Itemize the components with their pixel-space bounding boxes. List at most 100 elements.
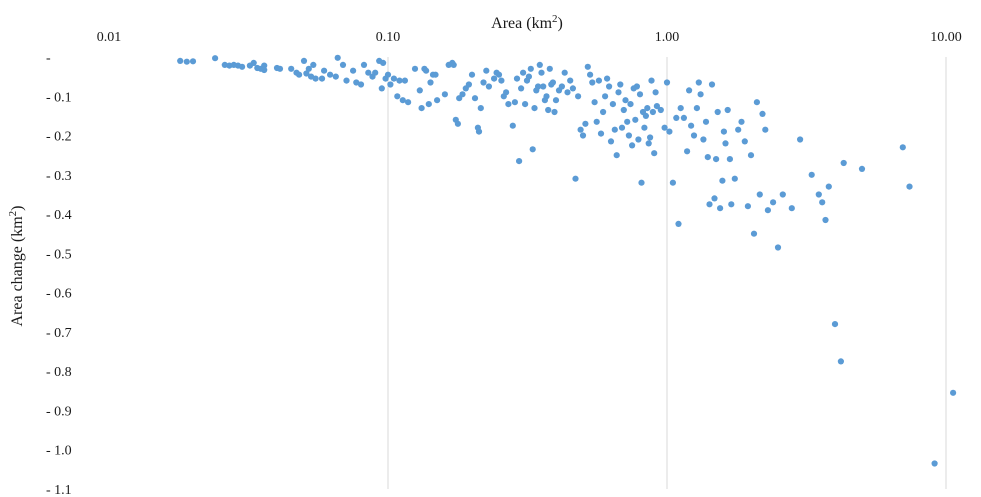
x-axis-ticks: 0.01 0.10 1.00 10.00 (97, 30, 962, 45)
data-point (831, 321, 839, 328)
data-point (609, 101, 617, 108)
data-point (644, 105, 651, 112)
data-point (365, 69, 372, 76)
data-point (177, 57, 184, 64)
data-point (666, 128, 673, 135)
data-point (649, 108, 657, 116)
data-point (625, 132, 633, 139)
data-point (538, 69, 545, 76)
data-point (471, 95, 479, 102)
data-point (686, 87, 693, 94)
data-point (296, 71, 303, 78)
y-tick-label: - 0.1 (46, 90, 72, 105)
data-point (468, 71, 476, 78)
data-point (753, 99, 761, 106)
data-point (416, 87, 423, 94)
data-point (638, 179, 645, 186)
data-point (617, 81, 624, 88)
data-point (491, 75, 498, 82)
data-point (759, 110, 766, 117)
data-point (561, 69, 568, 76)
data-point (641, 124, 648, 131)
data-point (931, 460, 938, 467)
data-point (459, 91, 466, 98)
data-point (545, 106, 552, 114)
y-tick-label: - 1.1 (46, 483, 72, 497)
data-point (633, 83, 641, 90)
data-point (495, 71, 503, 78)
data-point (569, 85, 577, 92)
x-tick-label: 0.10 (376, 30, 401, 45)
data-point (690, 132, 698, 139)
data-point (950, 389, 957, 396)
data-point (485, 83, 492, 90)
data-point (543, 93, 550, 100)
data-point (627, 101, 634, 108)
data-point (564, 89, 571, 96)
data-point (697, 91, 704, 98)
data-point (899, 144, 906, 151)
data-point (425, 101, 432, 108)
data-point (396, 77, 403, 84)
y-tick-label: - 0.9 (46, 404, 72, 419)
data-point (764, 207, 772, 214)
data-point (717, 205, 724, 212)
y-axis-ticks: - - 0.1 - 0.2 - 0.3 - 0.4 - 0.5 - 0.6 - 0.7 - 0.… (46, 51, 72, 497)
data-point (516, 158, 523, 165)
data-point (762, 126, 769, 133)
data-point (529, 146, 536, 153)
data-point (744, 203, 752, 210)
grid-lines (387, 57, 947, 489)
data-point (189, 58, 197, 65)
data-point (334, 54, 341, 61)
data-point (731, 175, 738, 182)
data-point (418, 105, 425, 112)
data-point (582, 120, 589, 127)
data-point (509, 122, 516, 129)
data-point (589, 79, 596, 86)
data-point (518, 85, 525, 92)
data-point (552, 97, 560, 104)
data-point (312, 75, 319, 82)
y-tick-label: - 1.0 (46, 444, 72, 459)
data-point (546, 65, 553, 72)
data-point (695, 79, 702, 86)
data-point (423, 67, 430, 74)
data-point (390, 75, 397, 82)
data-point (600, 108, 607, 116)
x-tick-label: 0.01 (97, 30, 122, 45)
data-point (624, 118, 631, 125)
data-point (465, 81, 472, 88)
data-point (735, 126, 742, 133)
data-point (819, 199, 826, 206)
data-point (584, 63, 591, 70)
data-point (536, 61, 543, 68)
data-point (728, 201, 735, 208)
data-point (642, 112, 650, 119)
y-tick-label: - 0.8 (46, 365, 72, 380)
data-point (711, 195, 718, 202)
data-point (551, 108, 558, 116)
data-point (332, 73, 339, 80)
data-point (372, 69, 379, 76)
data-point (520, 69, 527, 76)
data-point (339, 61, 347, 68)
x-axis-title: Area (km2) (491, 13, 563, 32)
data-point (513, 75, 521, 82)
data-point (657, 106, 664, 114)
data-point (480, 79, 487, 86)
data-point (706, 201, 713, 208)
y-tick-label: - 0.2 (46, 130, 72, 145)
data-point (549, 79, 557, 86)
data-point (652, 89, 659, 96)
data-point (704, 154, 711, 161)
data-point (708, 81, 716, 88)
data-point (661, 124, 668, 131)
data-point (604, 75, 611, 82)
y-tick-label: - 0.7 (46, 326, 72, 341)
data-point (380, 59, 387, 66)
data-point (750, 230, 758, 237)
data-point (858, 165, 866, 172)
data-point (724, 106, 731, 114)
